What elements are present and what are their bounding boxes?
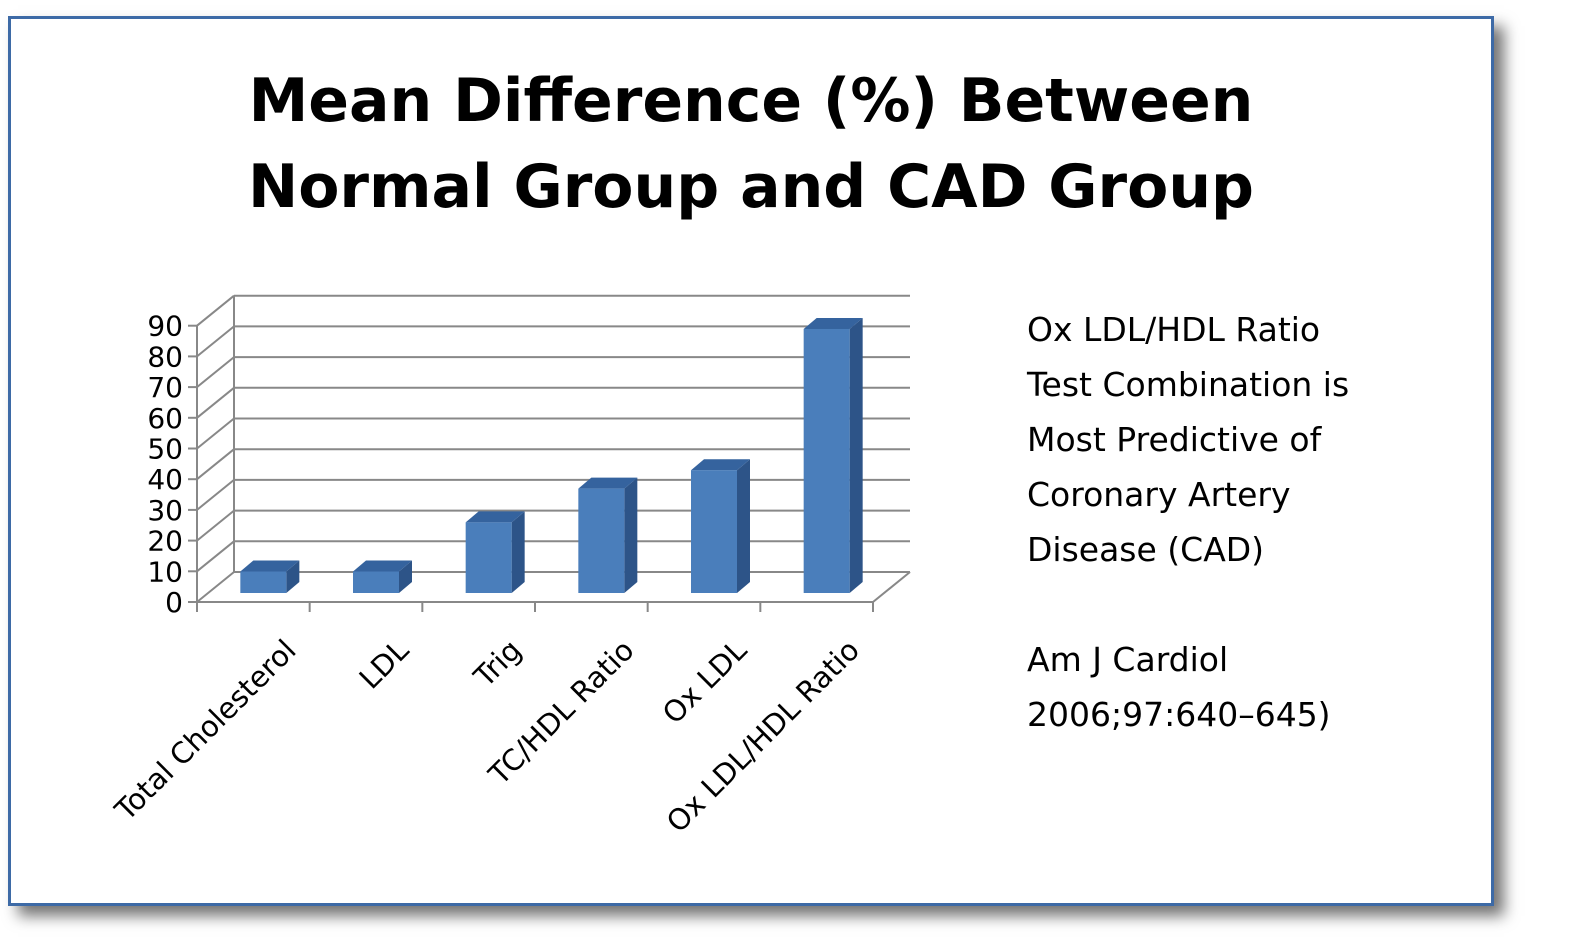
bar-top — [465, 511, 525, 523]
wall-gridline — [196, 571, 235, 603]
bar — [578, 477, 638, 593]
annotation-line: Most Predictive of — [1027, 420, 1323, 459]
side-annotation: Ox LDL/HDL Ratio Test Combination is Most … — [1026, 310, 1349, 734]
bar-chart: Mean Difference (%) Between Normal Group… — [108, 66, 1349, 839]
annotation-line: Test Combination is — [1026, 365, 1349, 404]
wall-gridline — [196, 294, 235, 327]
x-category-label: Total Cholesterol — [108, 633, 303, 828]
annotation-line: Coronary Artery — [1027, 475, 1290, 514]
annotation-line: 2006;97:640–645) — [1027, 695, 1331, 734]
bar-side — [737, 459, 750, 593]
annotation-line: Disease (CAD) — [1027, 530, 1264, 569]
wall-gridline — [196, 356, 235, 388]
bar — [353, 560, 412, 593]
bar-front — [578, 488, 625, 593]
bar-top — [353, 560, 412, 572]
bar-side — [624, 477, 638, 593]
wall-gridline — [196, 479, 235, 511]
x-category-label: Ox LDL/HDL Ratio — [660, 633, 866, 839]
bar-front — [691, 470, 737, 593]
y-tick-label: 30 — [147, 494, 183, 527]
y-tick-label: 50 — [147, 433, 183, 466]
bar-top — [803, 317, 863, 329]
bar-side — [849, 317, 863, 593]
chart-title-line-2: Normal Group and CAD Group — [248, 152, 1254, 222]
bar-top — [240, 560, 300, 572]
y-tick-label: 0 — [165, 586, 183, 619]
bar-front — [353, 571, 399, 593]
annotation-line: Am J Cardiol — [1027, 640, 1228, 679]
bar — [803, 317, 863, 593]
y-tick-label: 40 — [147, 463, 183, 496]
y-tick-label: 70 — [147, 371, 183, 404]
x-category-label: LDL — [353, 633, 416, 696]
wall-gridline — [196, 448, 235, 480]
wall-gridline — [196, 417, 235, 450]
y-tick-label: 90 — [147, 310, 183, 343]
bar-top — [691, 459, 750, 471]
plot-area — [196, 294, 911, 612]
annotation-line: Ox LDL/HDL Ratio — [1027, 310, 1320, 349]
bar — [691, 459, 750, 593]
bar-front — [803, 328, 850, 593]
y-tick-label: 20 — [147, 525, 183, 558]
floor-edge — [872, 571, 911, 603]
bar-side — [399, 560, 412, 593]
wall-gridline — [196, 325, 235, 358]
chart-title-line-1: Mean Difference (%) Between — [249, 66, 1254, 136]
bar-top — [578, 477, 638, 489]
y-tick-label: 80 — [147, 340, 183, 373]
wall-gridline — [196, 387, 235, 419]
bar — [465, 511, 525, 593]
bar-front — [240, 571, 287, 593]
bar-front — [465, 522, 512, 593]
x-category-label: Trig — [467, 633, 528, 694]
y-tick-label: 10 — [147, 555, 183, 588]
chart-card: Mean Difference (%) Between Normal Group… — [8, 16, 1494, 906]
chart-title: Mean Difference (%) Between Normal Group… — [248, 66, 1254, 222]
wall-gridline — [196, 509, 235, 542]
bar-side — [286, 560, 300, 593]
bar — [240, 560, 300, 593]
bars — [240, 317, 863, 593]
y-tick-label: 60 — [147, 402, 183, 435]
bar-side — [511, 511, 525, 593]
x-category-label: Ox LDL — [656, 633, 753, 730]
wall-gridline — [196, 540, 235, 573]
